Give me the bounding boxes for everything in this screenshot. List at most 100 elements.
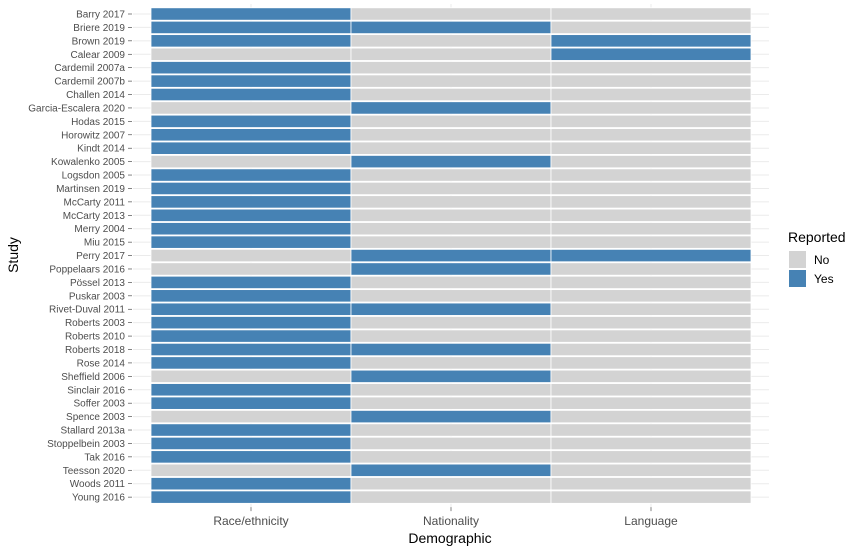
heatmap-cell bbox=[150, 141, 352, 155]
y-tick-label: Poppelaars 2016 bbox=[49, 264, 125, 275]
y-tick-label: Cardemil 2007b bbox=[54, 77, 125, 88]
heatmap-cell bbox=[350, 490, 552, 504]
heatmap-cell bbox=[150, 450, 352, 464]
heatmap-cell bbox=[350, 436, 552, 451]
x-tick-label: Race/ethnicity bbox=[213, 514, 288, 528]
y-tick-label: Young 2016 bbox=[72, 493, 125, 504]
heatmap-cell bbox=[150, 329, 352, 343]
heatmap-cell bbox=[550, 329, 752, 343]
heatmap-cell bbox=[150, 222, 352, 236]
y-tick-label: Roberts 2018 bbox=[65, 345, 125, 356]
y-tick-label: Roberts 2003 bbox=[65, 318, 125, 329]
y-tick-label: Barry 2017 bbox=[76, 10, 125, 21]
y-tick-label: Soffer 2003 bbox=[73, 399, 125, 410]
heatmap-cell bbox=[550, 20, 752, 35]
heatmap-cell bbox=[550, 61, 752, 75]
heatmap-cell bbox=[550, 235, 752, 249]
heatmap-cell bbox=[350, 74, 552, 88]
y-tick-label: Briere 2019 bbox=[73, 23, 125, 34]
heatmap-cell bbox=[350, 181, 552, 196]
heatmap-cell bbox=[550, 155, 752, 169]
x-tick-label: Nationality bbox=[423, 514, 479, 528]
heatmap-cell bbox=[550, 490, 752, 504]
y-tick-label: Miu 2015 bbox=[84, 238, 126, 249]
heatmap-cell bbox=[350, 477, 552, 491]
heatmap-cell bbox=[350, 262, 552, 276]
y-tick-label: Rivet-Duval 2011 bbox=[49, 305, 125, 316]
heatmap-cell bbox=[550, 74, 752, 88]
heatmap-cell bbox=[350, 396, 552, 410]
heatmap-cell bbox=[550, 248, 752, 263]
heatmap-cell bbox=[550, 141, 752, 155]
heatmap-cell bbox=[350, 168, 552, 182]
heatmap-cell bbox=[550, 369, 752, 383]
heatmap-cell bbox=[550, 34, 752, 48]
x-tick-label: Language bbox=[624, 514, 678, 528]
heatmap-cell bbox=[350, 114, 552, 128]
heatmap-cell bbox=[550, 101, 752, 115]
heatmap-cell bbox=[150, 275, 352, 290]
heatmap-cell bbox=[150, 356, 352, 370]
heatmap-cell bbox=[150, 316, 352, 330]
heatmap-cell bbox=[550, 181, 752, 196]
heatmap-cell bbox=[550, 356, 752, 370]
heatmap-cell bbox=[550, 409, 752, 424]
heatmap-cell bbox=[350, 463, 552, 477]
heatmap-cell bbox=[550, 342, 752, 357]
legend-swatch-no bbox=[789, 251, 806, 268]
heatmap-cell bbox=[350, 342, 552, 357]
heatmap-cell bbox=[550, 168, 752, 182]
y-tick-label: Spence 2003 bbox=[66, 412, 125, 423]
heatmap-cell bbox=[150, 369, 352, 383]
heatmap-cell bbox=[350, 208, 552, 222]
heatmap-cell bbox=[550, 195, 752, 209]
heatmap-cell bbox=[150, 114, 352, 128]
y-tick-label: Garcia-Escalera 2020 bbox=[28, 103, 125, 114]
heatmap-cell bbox=[150, 101, 352, 115]
heatmap-cell bbox=[550, 208, 752, 222]
y-tick-label: Logsdon 2005 bbox=[62, 171, 126, 182]
heatmap-cell bbox=[150, 463, 352, 477]
y-tick-label: Sinclair 2016 bbox=[67, 385, 125, 396]
heatmap-cell bbox=[150, 34, 352, 48]
y-tick-label: Woods 2011 bbox=[70, 479, 126, 490]
heatmap-cell bbox=[550, 114, 752, 128]
x-axis-title: Demographic bbox=[408, 530, 491, 546]
y-tick-label: McCarty 2011 bbox=[63, 197, 125, 208]
y-tick-label: Teesson 2020 bbox=[63, 466, 126, 477]
heatmap-cell bbox=[150, 342, 352, 357]
heatmap-cell bbox=[150, 477, 352, 491]
y-tick-label: Martinsen 2019 bbox=[56, 184, 125, 195]
heatmap-cell bbox=[350, 101, 552, 115]
y-tick-label: Brown 2019 bbox=[72, 36, 126, 47]
heatmap-cell bbox=[150, 87, 352, 102]
heatmap-cell bbox=[350, 61, 552, 75]
y-tick-label: Roberts 2010 bbox=[65, 332, 125, 343]
heatmap-cell bbox=[350, 275, 552, 290]
heatmap-cell bbox=[150, 128, 352, 142]
heatmap-cell bbox=[350, 7, 552, 21]
heatmap-cell bbox=[350, 20, 552, 35]
heatmap-cell bbox=[550, 47, 752, 61]
heatmap-cell bbox=[550, 7, 752, 21]
heatmap-cell bbox=[150, 409, 352, 424]
heatmap-cell bbox=[350, 248, 552, 263]
heatmap-cell bbox=[350, 302, 552, 316]
heatmap-cell bbox=[350, 383, 552, 397]
heatmap-cell bbox=[350, 316, 552, 330]
heatmap-cell bbox=[350, 423, 552, 437]
heatmap-cell bbox=[350, 356, 552, 370]
heatmap-cell bbox=[350, 409, 552, 424]
y-tick-label: Challen 2014 bbox=[66, 90, 125, 101]
heatmap-cell bbox=[550, 128, 752, 142]
x-tick-labels: Race/ethnicity Nationality Language bbox=[213, 507, 678, 528]
legend-label-no: No bbox=[814, 253, 830, 267]
heatmap-cell bbox=[150, 74, 352, 88]
heatmap-cell bbox=[150, 47, 352, 61]
heatmap-cell bbox=[150, 262, 352, 276]
heatmap-cell bbox=[150, 195, 352, 209]
y-tick-label: Tak 2016 bbox=[84, 452, 125, 463]
heatmap-cell bbox=[550, 302, 752, 316]
heatmap-cell bbox=[150, 383, 352, 397]
